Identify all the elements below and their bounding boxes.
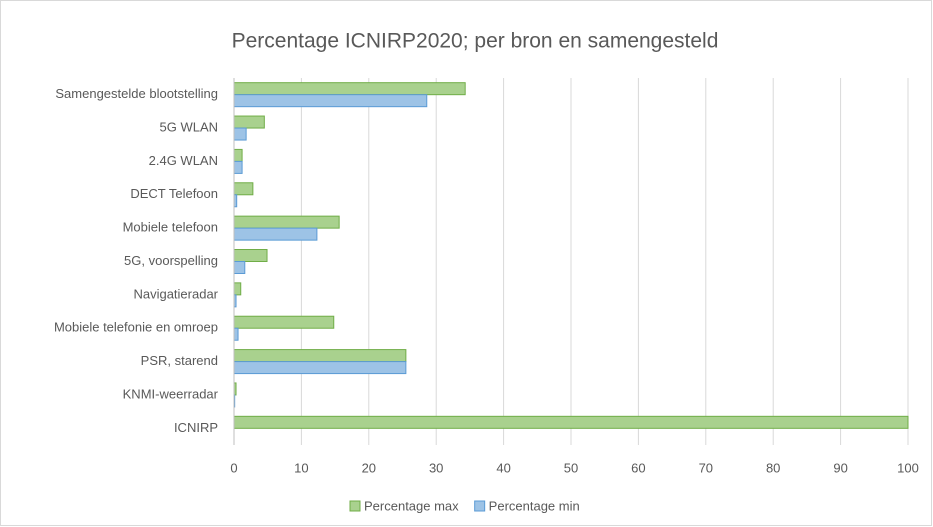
x-tick-label: 80	[766, 460, 780, 475]
y-tick-label: DECT Telefoon	[130, 186, 218, 201]
legend-label: Percentage min	[489, 498, 580, 513]
y-tick-label: 5G WLAN	[159, 119, 218, 134]
y-tick-label: 5G, voorspelling	[124, 253, 218, 268]
x-tick-label: 50	[564, 460, 578, 475]
chart-title: Percentage ICNIRP2020; per bron en samen…	[232, 30, 719, 53]
bar	[233, 127, 247, 141]
bar	[233, 115, 265, 129]
bar	[233, 261, 246, 274]
bar	[233, 215, 340, 229]
bar	[233, 160, 243, 174]
x-tick-label: 10	[294, 460, 308, 475]
bar	[233, 327, 239, 341]
bar	[233, 82, 466, 96]
x-tick-label: 40	[496, 460, 510, 475]
y-tick-label: Mobiele telefonie en omroep	[54, 320, 218, 335]
bar	[233, 94, 428, 108]
x-tick-label: 30	[429, 460, 443, 475]
x-tick-label: 100	[897, 460, 919, 475]
legend-swatch	[349, 500, 361, 512]
bar	[233, 282, 242, 296]
x-tick-label: 20	[362, 460, 376, 475]
bar	[233, 148, 243, 162]
x-tick-label: 70	[699, 460, 713, 475]
y-tick-label: KNMI-weerradar	[123, 386, 219, 401]
y-tick-label: 2.4G WLAN	[149, 153, 218, 168]
y-tick-label: PSR, starend	[141, 353, 218, 368]
bar	[233, 349, 407, 363]
y-tick-label: Navigatieradar	[133, 286, 218, 301]
bar	[233, 415, 909, 429]
x-tick-label: 0	[230, 460, 237, 475]
y-tick-label: Mobiele telefoon	[123, 220, 218, 235]
legend-label: Percentage max	[364, 498, 459, 513]
x-tick-label: 60	[631, 460, 645, 475]
y-tick-label: ICNIRP	[174, 420, 218, 435]
bar	[233, 227, 318, 241]
bar	[233, 249, 268, 262]
bar	[233, 182, 254, 196]
legend-swatch	[474, 500, 486, 512]
bar	[233, 315, 335, 329]
bar	[233, 361, 407, 375]
y-tick-label: Samengestelde blootstelling	[55, 86, 218, 101]
x-tick-label: 90	[833, 460, 847, 475]
